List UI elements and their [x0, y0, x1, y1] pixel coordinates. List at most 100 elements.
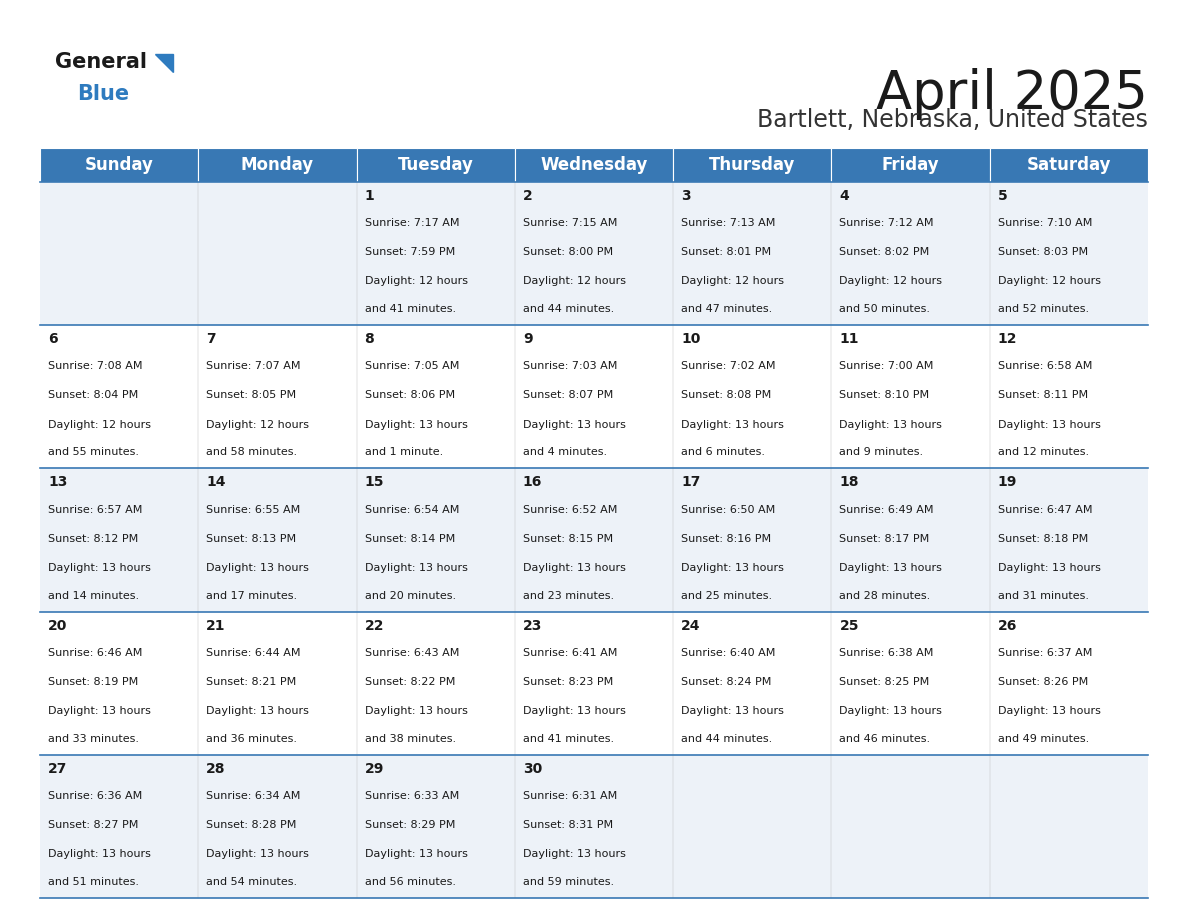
Text: 24: 24 — [681, 619, 701, 633]
Text: Daylight: 13 hours: Daylight: 13 hours — [840, 706, 942, 716]
Text: and 50 minutes.: and 50 minutes. — [840, 304, 930, 314]
Text: Sunrise: 7:02 AM: Sunrise: 7:02 AM — [681, 362, 776, 372]
Text: Sunrise: 7:00 AM: Sunrise: 7:00 AM — [840, 362, 934, 372]
Text: Daylight: 13 hours: Daylight: 13 hours — [840, 563, 942, 573]
Text: 13: 13 — [48, 476, 68, 489]
Text: Sunset: 8:06 PM: Sunset: 8:06 PM — [365, 390, 455, 400]
Text: and 41 minutes.: and 41 minutes. — [365, 304, 456, 314]
Text: Daylight: 12 hours: Daylight: 12 hours — [840, 276, 942, 286]
Text: 28: 28 — [207, 762, 226, 776]
Text: and 54 minutes.: and 54 minutes. — [207, 877, 297, 887]
Text: Daylight: 13 hours: Daylight: 13 hours — [998, 706, 1100, 716]
Text: Sunset: 8:12 PM: Sunset: 8:12 PM — [48, 533, 138, 543]
Text: 20: 20 — [48, 619, 68, 633]
Text: Daylight: 12 hours: Daylight: 12 hours — [998, 276, 1101, 286]
Text: Daylight: 13 hours: Daylight: 13 hours — [365, 563, 467, 573]
Text: and 20 minutes.: and 20 minutes. — [365, 590, 456, 600]
Text: 5: 5 — [998, 189, 1007, 203]
Text: Daylight: 12 hours: Daylight: 12 hours — [207, 420, 309, 430]
Text: Daylight: 13 hours: Daylight: 13 hours — [523, 420, 626, 430]
Text: 27: 27 — [48, 762, 68, 776]
Text: Daylight: 12 hours: Daylight: 12 hours — [365, 276, 468, 286]
Text: Sunset: 8:17 PM: Sunset: 8:17 PM — [840, 533, 930, 543]
Text: and 4 minutes.: and 4 minutes. — [523, 447, 607, 457]
Text: and 12 minutes.: and 12 minutes. — [998, 447, 1089, 457]
Text: Sunset: 8:03 PM: Sunset: 8:03 PM — [998, 247, 1088, 257]
Text: 10: 10 — [681, 332, 701, 346]
Text: Sunrise: 6:52 AM: Sunrise: 6:52 AM — [523, 505, 618, 515]
Text: Daylight: 13 hours: Daylight: 13 hours — [681, 706, 784, 716]
Text: Daylight: 13 hours: Daylight: 13 hours — [207, 563, 309, 573]
Text: Sunrise: 7:15 AM: Sunrise: 7:15 AM — [523, 218, 618, 229]
Text: Thursday: Thursday — [709, 156, 796, 174]
Text: Sunset: 8:22 PM: Sunset: 8:22 PM — [365, 677, 455, 687]
Text: Daylight: 12 hours: Daylight: 12 hours — [681, 276, 784, 286]
Text: 16: 16 — [523, 476, 542, 489]
Text: Sunset: 8:31 PM: Sunset: 8:31 PM — [523, 820, 613, 830]
Text: Sunrise: 6:33 AM: Sunrise: 6:33 AM — [365, 791, 459, 800]
Text: and 44 minutes.: and 44 minutes. — [523, 304, 614, 314]
Text: and 36 minutes.: and 36 minutes. — [207, 733, 297, 744]
Text: and 38 minutes.: and 38 minutes. — [365, 733, 456, 744]
Text: and 58 minutes.: and 58 minutes. — [207, 447, 297, 457]
Text: 18: 18 — [840, 476, 859, 489]
Text: Sunset: 8:11 PM: Sunset: 8:11 PM — [998, 390, 1088, 400]
Bar — [514, 148, 674, 182]
Text: and 52 minutes.: and 52 minutes. — [998, 304, 1089, 314]
Text: 23: 23 — [523, 619, 542, 633]
Text: Tuesday: Tuesday — [398, 156, 474, 174]
Text: Sunset: 8:05 PM: Sunset: 8:05 PM — [207, 390, 297, 400]
Text: 25: 25 — [840, 619, 859, 633]
Text: 1: 1 — [365, 189, 374, 203]
Text: Blue: Blue — [77, 84, 129, 104]
Text: April 2025: April 2025 — [876, 68, 1148, 120]
Text: General: General — [55, 52, 147, 72]
Text: Daylight: 13 hours: Daylight: 13 hours — [365, 706, 467, 716]
Text: Sunset: 8:04 PM: Sunset: 8:04 PM — [48, 390, 138, 400]
Text: and 6 minutes.: and 6 minutes. — [681, 447, 765, 457]
Text: Sunset: 8:13 PM: Sunset: 8:13 PM — [207, 533, 297, 543]
Text: 9: 9 — [523, 332, 532, 346]
Text: and 14 minutes.: and 14 minutes. — [48, 590, 139, 600]
Text: 7: 7 — [207, 332, 216, 346]
Text: 26: 26 — [998, 619, 1017, 633]
Text: Saturday: Saturday — [1026, 156, 1111, 174]
Text: Daylight: 13 hours: Daylight: 13 hours — [207, 849, 309, 859]
Text: Sunrise: 6:55 AM: Sunrise: 6:55 AM — [207, 505, 301, 515]
Text: Daylight: 13 hours: Daylight: 13 hours — [365, 420, 467, 430]
Text: Sunrise: 7:05 AM: Sunrise: 7:05 AM — [365, 362, 459, 372]
Text: Sunrise: 6:58 AM: Sunrise: 6:58 AM — [998, 362, 1092, 372]
Text: Sunrise: 6:50 AM: Sunrise: 6:50 AM — [681, 505, 776, 515]
Text: and 17 minutes.: and 17 minutes. — [207, 590, 297, 600]
Text: Sunset: 8:10 PM: Sunset: 8:10 PM — [840, 390, 929, 400]
Text: 29: 29 — [365, 762, 384, 776]
Text: Daylight: 13 hours: Daylight: 13 hours — [48, 706, 151, 716]
Text: Sunrise: 7:03 AM: Sunrise: 7:03 AM — [523, 362, 618, 372]
Text: Daylight: 13 hours: Daylight: 13 hours — [681, 420, 784, 430]
Text: Sunset: 8:00 PM: Sunset: 8:00 PM — [523, 247, 613, 257]
Text: Daylight: 13 hours: Daylight: 13 hours — [207, 706, 309, 716]
Text: Sunrise: 6:38 AM: Sunrise: 6:38 AM — [840, 648, 934, 657]
Polygon shape — [154, 54, 173, 72]
Text: Daylight: 13 hours: Daylight: 13 hours — [523, 563, 626, 573]
Bar — [40, 182, 1148, 325]
Text: 2: 2 — [523, 189, 532, 203]
Text: Sunrise: 7:10 AM: Sunrise: 7:10 AM — [998, 218, 1092, 229]
Text: Daylight: 13 hours: Daylight: 13 hours — [998, 420, 1100, 430]
Text: Sunrise: 6:41 AM: Sunrise: 6:41 AM — [523, 648, 618, 657]
Text: Sunrise: 6:54 AM: Sunrise: 6:54 AM — [365, 505, 459, 515]
Text: 3: 3 — [681, 189, 690, 203]
Bar — [674, 148, 832, 182]
Text: Daylight: 13 hours: Daylight: 13 hours — [840, 420, 942, 430]
Text: Sunset: 8:02 PM: Sunset: 8:02 PM — [840, 247, 930, 257]
Text: and 47 minutes.: and 47 minutes. — [681, 304, 772, 314]
Text: and 25 minutes.: and 25 minutes. — [681, 590, 772, 600]
Text: Daylight: 13 hours: Daylight: 13 hours — [681, 563, 784, 573]
Text: 30: 30 — [523, 762, 542, 776]
Text: Sunset: 8:07 PM: Sunset: 8:07 PM — [523, 390, 613, 400]
Text: Sunrise: 7:17 AM: Sunrise: 7:17 AM — [365, 218, 459, 229]
Text: and 56 minutes.: and 56 minutes. — [365, 877, 455, 887]
Text: Sunset: 8:01 PM: Sunset: 8:01 PM — [681, 247, 771, 257]
Text: Sunrise: 7:12 AM: Sunrise: 7:12 AM — [840, 218, 934, 229]
Text: Sunset: 8:29 PM: Sunset: 8:29 PM — [365, 820, 455, 830]
